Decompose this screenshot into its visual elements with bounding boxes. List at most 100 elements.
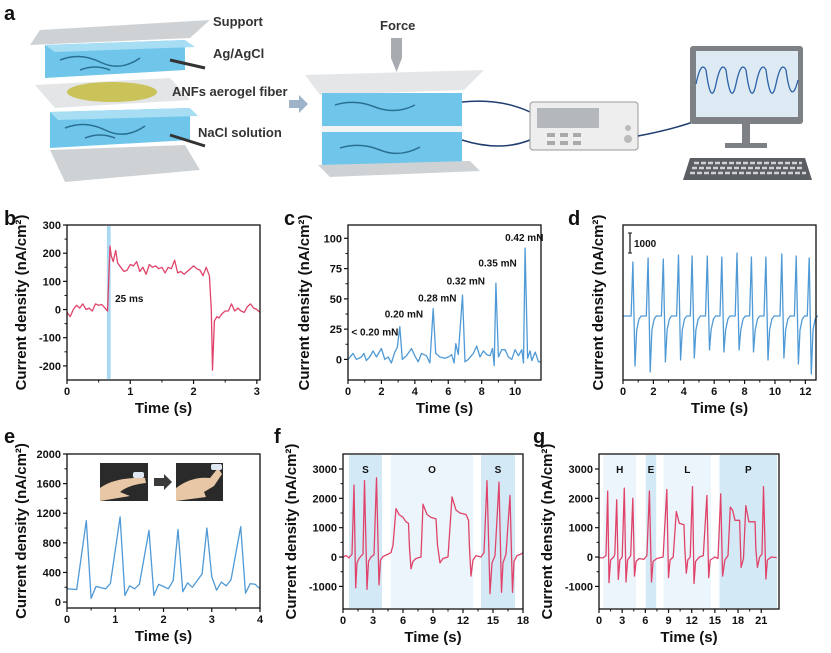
annotation-label: 0.42 mN [505, 233, 543, 244]
top-electrode-wire [169, 58, 206, 70]
y-tick-label: 100 [324, 233, 342, 245]
x-tick-label: 0 [620, 386, 626, 398]
label-anfs-aerogel-fiber: ANFs aerogel fiber [172, 84, 288, 99]
x-tick-label: 2 [160, 614, 166, 626]
y-tick-label: 800 [43, 538, 61, 550]
region-label-s: S [495, 465, 502, 476]
x-tick-label: 21 [755, 615, 767, 627]
plot-frame [66, 224, 261, 381]
photo-finger-before [100, 463, 148, 501]
x-tick-label: 6 [711, 386, 717, 398]
plot-frame [622, 224, 817, 381]
y-tick-label: 1200 [37, 508, 61, 520]
x-tick-label: 4 [681, 386, 688, 398]
shaded-region [481, 455, 515, 608]
series-line [342, 477, 524, 595]
x-axis-title: Time (s) [135, 628, 192, 645]
y-axis-title: Current density (nA/cm²) [13, 443, 30, 619]
y-tick-label: 100 [43, 276, 61, 288]
annotation-label: 0.28 mN [418, 294, 456, 305]
y-tick-label: 2000 [313, 493, 337, 505]
arrow-right-icon [289, 95, 308, 113]
x-tick-label: 10 [509, 386, 521, 398]
label-force: Force [380, 18, 415, 33]
bottom-support-plate [50, 145, 200, 182]
bottom-electrode-wire [169, 133, 206, 148]
y-tick-label: -1000 [565, 581, 593, 593]
x-axis-title: Time (s) [404, 629, 461, 646]
panel-letter-g: g [533, 426, 545, 448]
y-tick-label: 50 [330, 294, 342, 306]
panel-letter-c: c [284, 208, 295, 230]
chart-b: 0 1 2 3 -200 -100 0 100 200 300 Time (s) Current de… [13, 215, 261, 417]
series-line [66, 245, 261, 371]
y-tick-label: 2000 [569, 493, 593, 505]
shaded-region [391, 455, 473, 608]
annotation-label: < 0.20 mN [351, 328, 398, 339]
cable-to-computer [637, 121, 694, 137]
x-axis-title: Time (s) [135, 400, 192, 417]
shaded-region [663, 455, 712, 608]
x-tick-label: 1 [127, 386, 133, 398]
keyboard-icon [683, 158, 812, 180]
y-tick-label: 0 [331, 552, 337, 564]
x-tick-label: 2 [190, 386, 196, 398]
x-tick-label: 2 [378, 386, 384, 398]
plot-frame [598, 453, 780, 610]
annotation-label: 0.32 mN [447, 277, 485, 288]
series-line [623, 252, 819, 375]
annotation-label: 0.20 mN [385, 309, 423, 320]
photo-finger-after [176, 463, 223, 501]
series-line [347, 247, 541, 367]
series-line [598, 485, 777, 585]
region-label-l: L [684, 465, 690, 476]
label-support: Support [213, 14, 263, 29]
panel-letter-a: a [4, 3, 16, 25]
x-tick-label: 3 [370, 615, 376, 627]
x-tick-label: 15 [709, 615, 721, 627]
assembled-top-block [322, 93, 462, 126]
y-tick-label: 2000 [37, 449, 61, 461]
x-tick-label: 15 [487, 615, 499, 627]
cable-top [461, 100, 531, 113]
y-tick-label: 200 [43, 248, 61, 260]
label-ag-agcl: Ag/AgCl [213, 46, 264, 61]
region-label-s: S [362, 465, 369, 476]
x-tick-label: 2 [650, 386, 656, 398]
scale-bar: 1000 [628, 232, 657, 254]
x-tick-label: 8 [742, 386, 748, 398]
chart-e: 0 1 2 3 4 0 400 800 1200 1600 2000 Time (s) Current … [13, 443, 264, 645]
y-tick-label: 1600 [37, 479, 61, 491]
chart-d: 0 2 4 6 8 10 12 Time (s) Current density (nA/cm²… [590, 215, 819, 417]
annotation-label: 25 ms [115, 294, 144, 305]
top-support-plate [30, 20, 210, 45]
x-tick-label: 6 [445, 386, 451, 398]
x-tick-label: 0 [345, 386, 351, 398]
y-tick-label: 400 [43, 567, 61, 579]
shaded-region [719, 455, 778, 608]
assembled-top-plate [305, 70, 484, 95]
x-tick-label: 0 [64, 386, 70, 398]
y-tick-label: 3000 [569, 464, 593, 476]
x-tick-label: 12 [686, 615, 698, 627]
x-tick-label: 3 [209, 614, 215, 626]
y-axis-title: Current density (nA/cm²) [590, 215, 607, 391]
y-tick-label: 3000 [313, 464, 337, 476]
x-tick-label: 4 [257, 614, 264, 626]
x-axis-title: Time (s) [691, 400, 748, 417]
x-tick-label: 12 [457, 615, 469, 627]
panel-a-schematic: a Support Ag/AgCl ANFs aerogel fiber NaC… [4, 3, 812, 182]
scale-bar-label: 1000 [634, 239, 657, 250]
region-label-e: E [648, 465, 655, 476]
y-tick-label: 300 [43, 220, 61, 232]
force-probe [391, 38, 402, 72]
chart-g: H E L P 0 3 6 9 12 15 18 21 -1000 0 1000 2000 3000 Time (… [539, 444, 780, 646]
y-tick-label: 75 [330, 264, 342, 276]
x-axis-title: Time (s) [660, 629, 717, 646]
assembled-separator [322, 126, 462, 132]
x-tick-label: 10 [769, 386, 781, 398]
y-axis-title: Current density (nA/cm²) [296, 215, 313, 391]
y-tick-label: 1000 [569, 523, 593, 535]
assembled-bottom-block [322, 132, 462, 165]
